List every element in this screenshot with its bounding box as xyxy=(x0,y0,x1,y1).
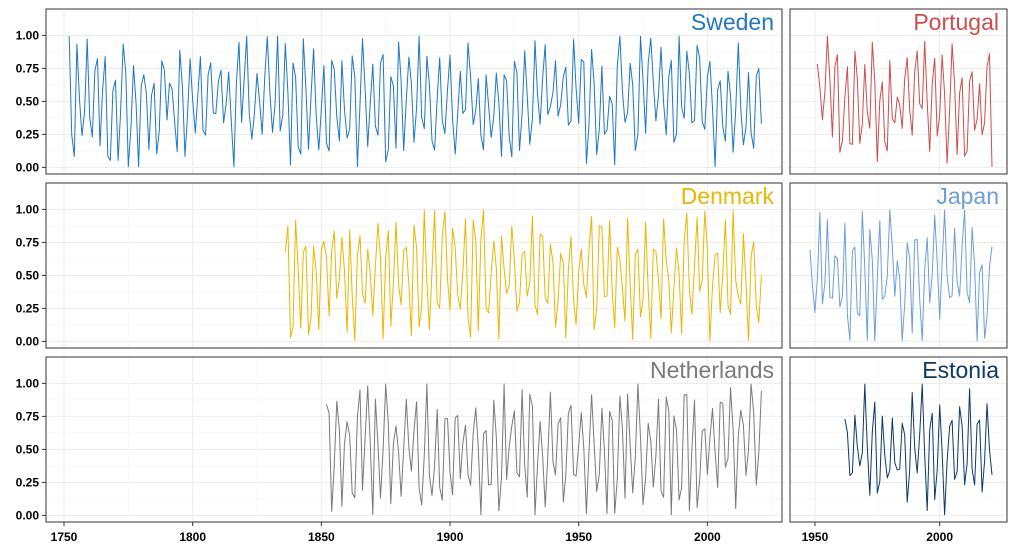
estonia-gridlines xyxy=(790,357,1007,522)
y-tick-label: 0.50 xyxy=(16,94,40,108)
y-tick-label: 1.00 xyxy=(16,376,40,390)
x-tick-label: 1800 xyxy=(179,530,206,544)
netherlands-panel-border xyxy=(45,356,783,523)
x-tick-label: 1900 xyxy=(437,530,464,544)
x-tick-label: 1750 xyxy=(51,530,78,544)
sweden-series-line xyxy=(68,35,762,168)
y-tick-label: 0.75 xyxy=(16,235,40,249)
sweden-panel-border xyxy=(45,8,783,175)
portugal-gridlines xyxy=(790,9,1007,174)
panel-denmark: Denmark 0.00 0.25 0.50 0.75 1.00 xyxy=(16,182,783,349)
x-tick-label: 1950 xyxy=(802,530,829,544)
portugal-panel-title: Portugal xyxy=(913,9,999,35)
y-tick-label: 0.75 xyxy=(16,61,40,75)
sweden-panel-title: Sweden xyxy=(691,9,774,35)
y-tick-label: 0.00 xyxy=(16,508,40,522)
y-tick-label: 0.25 xyxy=(16,475,40,489)
netherlands-series-line xyxy=(326,383,762,516)
y-tick-label: 0.50 xyxy=(16,268,40,282)
x-tick-label: 2000 xyxy=(926,530,953,544)
japan-panel-title: Japan xyxy=(936,183,999,209)
y-tick-label: 0.50 xyxy=(16,442,40,456)
denmark-series-line xyxy=(284,209,762,342)
portugal-panel-border xyxy=(789,8,1008,175)
y-tick-label: 0.00 xyxy=(16,334,40,348)
netherlands-panel-title: Netherlands xyxy=(650,357,774,383)
panel-sweden: Sweden 0.00 0.25 0.50 0.75 1.00 xyxy=(16,8,783,175)
panel-netherlands: Netherlands 0.00 0.25 0.50 0.75 1.00 1750 1800 1… xyxy=(16,356,783,544)
denmark-panel-title: Denmark xyxy=(681,183,775,209)
portugal-series-line xyxy=(816,35,993,167)
japan-series-line xyxy=(809,209,993,342)
x-tick-label: 2000 xyxy=(694,530,721,544)
panel-japan: Japan xyxy=(789,182,1008,349)
y-tick-label: 1.00 xyxy=(16,202,40,216)
estonia-series-line xyxy=(844,383,993,516)
estonia-panel-border xyxy=(789,356,1008,523)
estonia-panel-title: Estonia xyxy=(922,357,999,383)
netherlands-gridlines xyxy=(46,357,782,522)
x-tick-label: 1950 xyxy=(565,530,592,544)
y-tick-label: 0.75 xyxy=(16,409,40,423)
y-tick-label: 1.00 xyxy=(16,28,40,42)
denmark-panel-border xyxy=(45,182,783,349)
y-tick-label: 0.00 xyxy=(16,160,40,174)
y-tick-label: 0.25 xyxy=(16,301,40,315)
y-tick-label: 0.25 xyxy=(16,127,40,141)
panel-portugal: Portugal xyxy=(789,8,1008,175)
japan-panel-border xyxy=(789,182,1008,349)
x-tick-label: 1850 xyxy=(308,530,335,544)
panel-estonia: Estonia 1950 2000 xyxy=(789,356,1008,544)
